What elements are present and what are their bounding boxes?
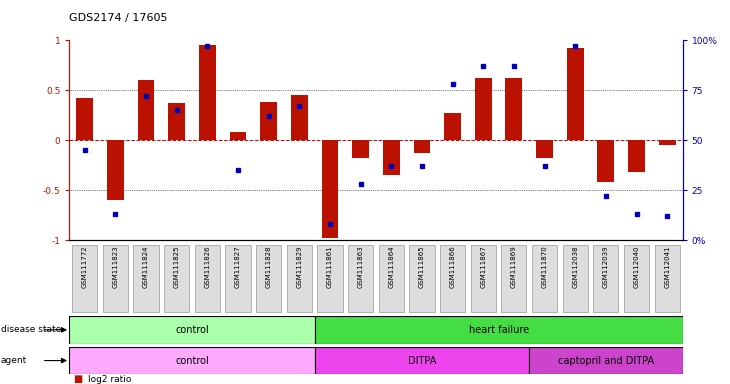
Bar <box>536 140 553 158</box>
Bar <box>318 245 342 312</box>
Bar <box>529 347 683 374</box>
Bar <box>103 245 128 312</box>
Bar <box>107 140 124 200</box>
Text: GSM111825: GSM111825 <box>174 246 180 288</box>
Bar <box>593 245 618 312</box>
Bar <box>566 48 584 140</box>
Text: GSM111867: GSM111867 <box>480 246 486 288</box>
Bar <box>256 245 281 312</box>
Text: GSM112039: GSM112039 <box>603 246 609 288</box>
Text: GSM111863: GSM111863 <box>358 246 364 288</box>
Bar <box>260 102 277 140</box>
Bar <box>315 347 529 374</box>
Bar <box>471 245 496 312</box>
Text: agent: agent <box>1 356 27 365</box>
Text: DITPA: DITPA <box>408 356 436 366</box>
Text: control: control <box>175 325 209 335</box>
Bar <box>69 316 315 344</box>
Text: ■: ■ <box>73 374 82 384</box>
Bar <box>168 103 185 140</box>
Bar <box>164 245 189 312</box>
Text: control: control <box>175 356 209 366</box>
Bar <box>383 140 400 175</box>
Bar <box>474 78 492 140</box>
Bar <box>321 140 339 238</box>
Text: GSM112041: GSM112041 <box>664 246 670 288</box>
Bar <box>199 45 216 140</box>
Bar <box>505 78 523 140</box>
Text: GSM111866: GSM111866 <box>450 246 456 288</box>
Text: GSM112040: GSM112040 <box>634 246 639 288</box>
Text: GSM111772: GSM111772 <box>82 246 88 288</box>
Bar <box>229 132 247 140</box>
Text: GSM112038: GSM112038 <box>572 246 578 288</box>
Bar <box>563 245 588 312</box>
Text: GSM111824: GSM111824 <box>143 246 149 288</box>
Bar <box>315 316 683 344</box>
Bar <box>72 245 97 312</box>
Text: GSM111870: GSM111870 <box>542 246 548 288</box>
Text: captopril and DITPA: captopril and DITPA <box>558 356 654 366</box>
Bar <box>291 95 308 140</box>
Bar <box>410 245 434 312</box>
Bar <box>658 140 676 145</box>
Text: disease state: disease state <box>1 325 61 334</box>
Text: GSM111827: GSM111827 <box>235 246 241 288</box>
Bar <box>379 245 404 312</box>
Bar <box>502 245 526 312</box>
Text: GSM111865: GSM111865 <box>419 246 425 288</box>
Bar <box>532 245 557 312</box>
Bar <box>287 245 312 312</box>
Bar <box>655 245 680 312</box>
Text: heart failure: heart failure <box>469 325 529 335</box>
Bar <box>137 80 155 140</box>
Bar <box>134 245 158 312</box>
Bar <box>352 140 369 158</box>
Text: GDS2174 / 17605: GDS2174 / 17605 <box>69 13 168 23</box>
Bar <box>444 113 461 140</box>
Text: GSM111826: GSM111826 <box>204 246 210 288</box>
Bar <box>624 245 649 312</box>
Bar <box>597 140 615 182</box>
Text: GSM111864: GSM111864 <box>388 246 394 288</box>
Text: GSM111828: GSM111828 <box>266 246 272 288</box>
Bar <box>413 140 431 153</box>
Bar <box>226 245 250 312</box>
Bar <box>195 245 220 312</box>
Bar <box>76 98 93 140</box>
Text: GSM111861: GSM111861 <box>327 246 333 288</box>
Bar <box>440 245 465 312</box>
Bar <box>69 347 315 374</box>
Text: GSM111829: GSM111829 <box>296 246 302 288</box>
Bar <box>348 245 373 312</box>
Text: GSM111823: GSM111823 <box>112 246 118 288</box>
Bar <box>628 140 645 172</box>
Text: log2 ratio: log2 ratio <box>88 375 131 384</box>
Text: GSM111869: GSM111869 <box>511 246 517 288</box>
